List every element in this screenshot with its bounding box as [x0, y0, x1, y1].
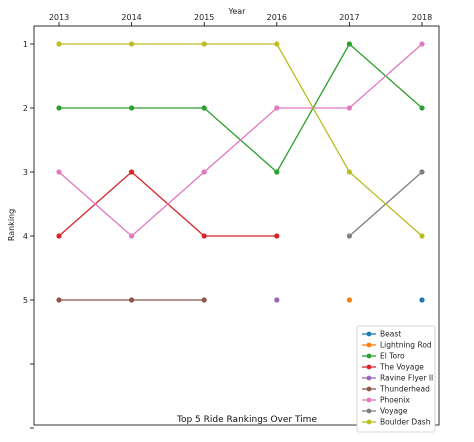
data-point — [274, 297, 280, 303]
legend-swatch-marker — [366, 364, 372, 370]
legend-label: El Toro — [380, 352, 405, 361]
chart-title: Top 5 Ride Rankings Over Time — [176, 415, 317, 425]
legend-swatch-marker — [366, 375, 372, 381]
y-axis-ticks: 1 2 3 4 5 — [23, 40, 34, 429]
data-point — [129, 233, 135, 239]
x-tick-label: 2014 — [121, 13, 141, 22]
legend-label: Voyage — [380, 407, 408, 416]
y-tick-label: 3 — [23, 168, 28, 177]
series-line-segment — [348, 171, 423, 237]
data-point — [56, 41, 62, 47]
x-axis-title: Year — [228, 7, 247, 16]
data-point — [56, 169, 62, 175]
data-point — [346, 105, 352, 111]
y-tick-label: 1 — [23, 40, 28, 49]
y-tick-label: 4 — [23, 232, 28, 241]
plot-frame — [33, 25, 440, 426]
legend-swatch-marker — [366, 419, 372, 425]
data-point — [129, 169, 135, 175]
series-thunderhead — [56, 297, 207, 303]
x-tick-label: 2015 — [194, 13, 214, 22]
series-line-segment — [276, 43, 350, 173]
legend-label: Phoenix — [380, 396, 410, 405]
legend-box — [356, 325, 436, 433]
data-point — [201, 169, 207, 175]
x-tick-label: 2013 — [49, 13, 69, 22]
legend-swatch-marker — [366, 353, 372, 359]
series-line-segment — [131, 171, 205, 237]
data-point — [129, 41, 135, 47]
legend-swatch-marker — [366, 342, 372, 348]
data-point — [56, 233, 62, 239]
x-axis-ticks: 2013 2014 2015 2016 2017 2018 — [49, 13, 432, 26]
series-lightning-rod — [346, 297, 352, 303]
legend-label: Beast — [380, 330, 401, 339]
series-ravine-flyer-ii — [274, 297, 280, 303]
data-point — [346, 297, 352, 303]
data-point — [274, 105, 280, 111]
data-point — [419, 105, 425, 111]
legend-swatch-marker — [366, 408, 372, 414]
data-point — [56, 297, 62, 303]
data-point — [346, 169, 352, 175]
data-point — [346, 41, 352, 47]
series-el-toro — [56, 41, 425, 175]
y-axis-title: Ranking — [7, 209, 16, 241]
data-point — [346, 233, 352, 239]
series-line-segment — [203, 107, 278, 173]
data-point — [201, 105, 207, 111]
x-tick-label: 2017 — [339, 13, 359, 22]
data-point — [129, 297, 135, 303]
data-point — [201, 297, 207, 303]
data-point — [419, 297, 425, 303]
data-point — [201, 41, 207, 47]
data-point — [274, 233, 280, 239]
data-point — [419, 41, 425, 47]
legend-swatch-marker — [366, 397, 372, 403]
data-point — [274, 41, 280, 47]
y-tick-label: 5 — [23, 296, 28, 305]
data-point — [419, 169, 425, 175]
data-point — [274, 169, 280, 175]
legend-swatch-marker — [366, 331, 372, 337]
data-point — [56, 105, 62, 111]
x-tick-label: 2018 — [412, 13, 432, 22]
legend-label: Thunderhead — [379, 385, 430, 394]
legend-label: Boulder Dash — [380, 418, 431, 427]
series-line-segment — [348, 43, 423, 109]
legend: Beast Lightning Rod El Toro The Voyage Ravin… — [356, 325, 436, 433]
legend-label: The Voyage — [379, 363, 424, 372]
series-beast — [419, 297, 425, 303]
series-line-segment — [58, 171, 133, 237]
series-phoenix — [56, 41, 425, 239]
y-tick-label: 2 — [23, 104, 28, 113]
data-point — [419, 233, 425, 239]
legend-swatch-marker — [366, 386, 372, 392]
data-point — [129, 105, 135, 111]
series-layer — [56, 41, 425, 303]
legend-label: Ravine Flyer II — [380, 374, 433, 383]
series-boulder-dash — [56, 41, 425, 239]
legend-label: Lightning Rod — [380, 341, 432, 350]
x-tick-label: 2016 — [267, 13, 287, 22]
data-point — [201, 233, 207, 239]
